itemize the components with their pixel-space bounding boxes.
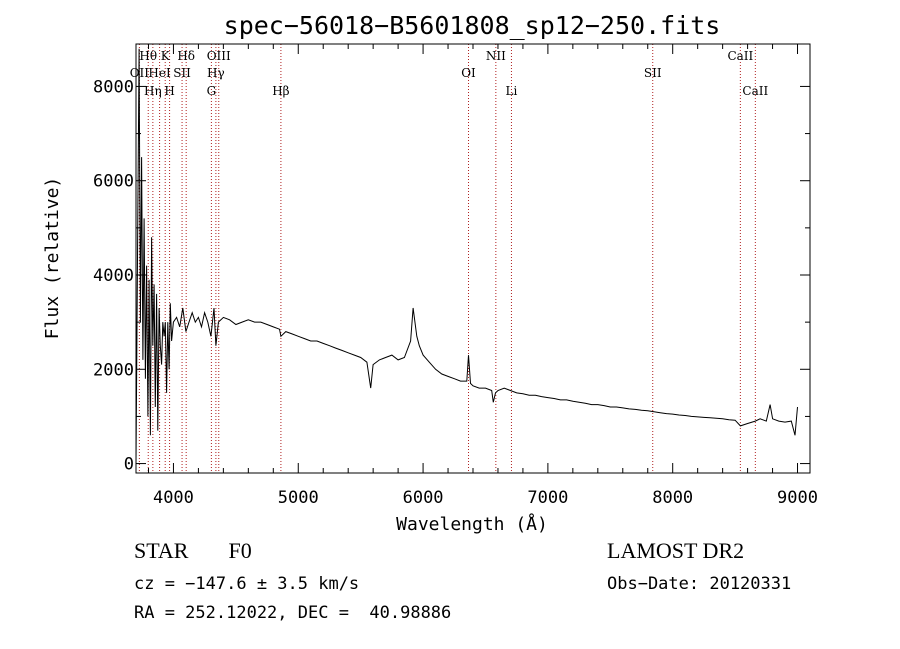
y-tick-label: 4000	[93, 266, 134, 286]
x-tick-label: 9000	[777, 488, 818, 508]
line-label: Hδ	[177, 49, 195, 63]
line-label: CaII	[727, 49, 753, 63]
x-tick-label: 8000	[652, 488, 693, 508]
axis-tick-labels: 4000 5000 6000 7000 8000 9000 0 2000 4000 6000 800…	[93, 77, 818, 508]
x-tick-label: 6000	[403, 488, 444, 508]
object-subclass: F0	[228, 538, 252, 563]
line-label: CaII	[742, 84, 768, 98]
y-tick-label: 8000	[93, 77, 134, 97]
emission-line-markers	[138, 44, 756, 473]
y-tick-label: 2000	[93, 360, 134, 380]
y-axis-label: Flux (relative)	[42, 177, 63, 340]
ra-dec-coordinates: RA = 252.12022, DEC = 40.98886	[134, 603, 452, 623]
line-label: OI	[461, 66, 476, 80]
redshift-cz: cz = −147.6 ± 3.5 km/s	[134, 574, 360, 594]
line-label: Hθ	[139, 49, 157, 63]
line-label: HeI	[148, 66, 171, 80]
line-label: NII	[486, 49, 506, 63]
observation-date: Obs−Date: 20120331	[607, 574, 792, 594]
line-label: K	[161, 49, 171, 63]
plot-frame	[135, 43, 811, 474]
y-tick-label: 6000	[93, 172, 134, 192]
x-tick-label: 5000	[278, 488, 319, 508]
x-tick-label: 7000	[527, 488, 568, 508]
spectrum-line	[135, 48, 798, 464]
x-tick-label: 4000	[153, 488, 194, 508]
line-label: OIII	[207, 49, 231, 63]
line-label: Hβ	[272, 84, 289, 98]
object-class: STAR	[134, 538, 189, 563]
x-axis-label: Wavelength (Å)	[396, 513, 548, 535]
survey-name: LAMOST DR2	[607, 538, 745, 563]
line-label: H	[164, 84, 174, 98]
chart-title: spec−56018−B5601808_sp12−250.fits	[224, 11, 721, 40]
line-label: SII	[173, 66, 191, 80]
axis-ticks	[136, 44, 810, 473]
y-tick-label: 0	[124, 455, 134, 475]
line-label: Hγ	[207, 66, 225, 80]
line-label: SII	[644, 66, 662, 80]
object-class-row: STAR F0	[134, 538, 252, 564]
line-label: Li	[506, 84, 518, 98]
line-label: Hη	[144, 84, 162, 98]
line-label: G	[207, 84, 217, 98]
